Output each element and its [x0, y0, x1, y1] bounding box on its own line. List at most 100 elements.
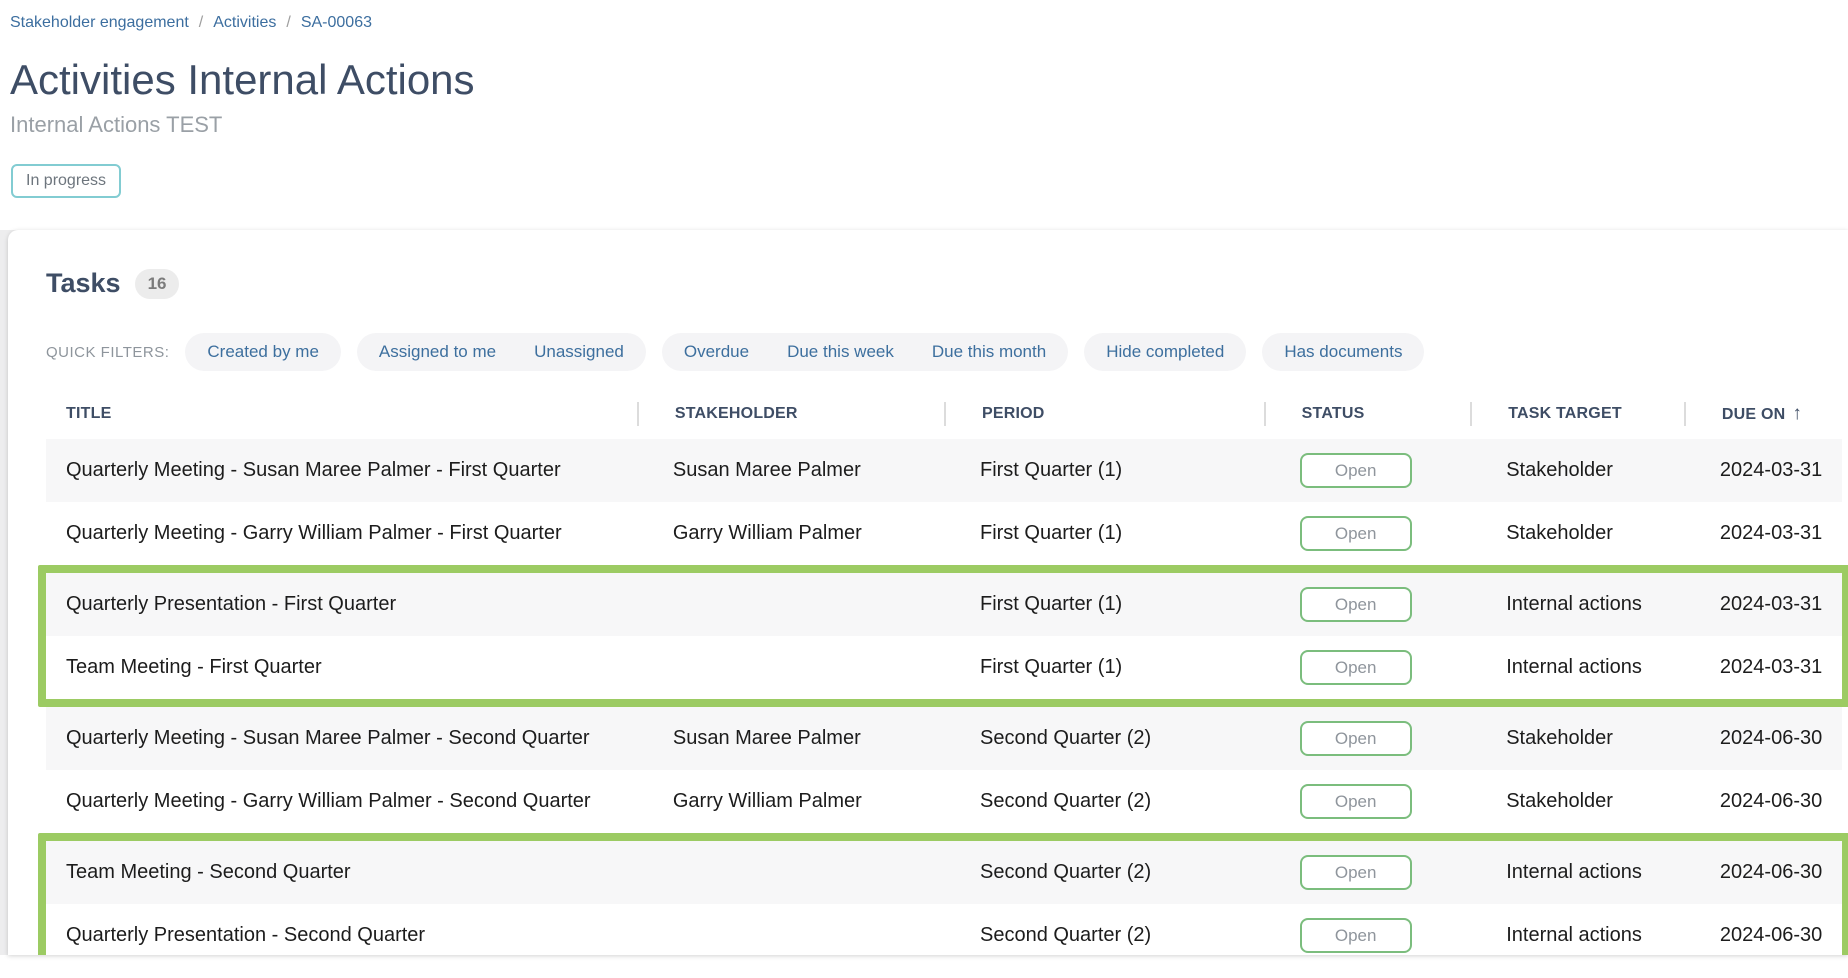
column-header-due-on-label: DUE ON — [1721, 406, 1786, 423]
task-target-cell: Stakeholder — [1506, 727, 1613, 749]
task-target-cell: Internal actions — [1506, 593, 1642, 615]
task-period-cell: Second Quarter (2) — [979, 790, 1152, 812]
filter-pill-due: Overdue Due this week Due this month — [661, 333, 1069, 371]
table-row[interactable]: Quarterly Meeting - Susan Maree Palmer -… — [46, 439, 1842, 502]
highlighted-rows-group: Team Meeting - Second Quarter Second Qua… — [38, 833, 1848, 955]
table-body: Quarterly Meeting - Susan Maree Palmer -… — [38, 439, 1848, 955]
task-target-cell: Stakeholder — [1506, 459, 1613, 481]
filter-has-documents[interactable]: Has documents — [1284, 342, 1403, 361]
task-period-cell: Second Quarter (2) — [979, 924, 1152, 946]
task-status-cell: Open — [1264, 650, 1471, 685]
filter-pill-hide-completed[interactable]: Hide completed — [1084, 333, 1247, 371]
tasks-table: TITLE STAKEHOLDER PERIOD STATUS TASK TAR… — [38, 401, 1848, 955]
column-header-status[interactable]: STATUS — [1263, 402, 1471, 426]
page-subtitle: Internal Actions TEST — [10, 112, 223, 137]
task-title-cell: Quarterly Presentation - Second Quarter — [66, 924, 426, 946]
quick-filters-row: QUICK FILTERS: Created by me Assigned to… — [8, 333, 1848, 371]
status-open-badge: Open — [1299, 516, 1412, 551]
task-due-date-cell: 2024-03-31 — [1719, 522, 1823, 544]
task-target-cell: Stakeholder — [1506, 790, 1613, 812]
breadcrumb-link-activities[interactable]: Activities — [213, 14, 277, 31]
status-open-badge: Open — [1299, 784, 1412, 819]
table-row[interactable]: Quarterly Meeting - Garry William Palmer… — [46, 770, 1842, 833]
page-title: Activities Internal Actions — [10, 56, 475, 103]
task-status-cell: Open — [1264, 587, 1471, 622]
task-status-cell: Open — [1264, 721, 1471, 756]
table-row[interactable]: Quarterly Meeting - Garry William Palmer… — [46, 502, 1842, 565]
column-header-title[interactable]: TITLE — [66, 405, 112, 422]
task-stakeholder-cell: Susan Maree Palmer — [672, 727, 861, 749]
filter-unassigned[interactable]: Unassigned — [534, 342, 624, 361]
breadcrumb-separator: / — [286, 14, 291, 31]
table-row[interactable]: Quarterly Presentation - First Quarter F… — [46, 573, 1842, 636]
quick-filters-label: QUICK FILTERS: — [46, 343, 170, 361]
task-stakeholder-cell: Susan Maree Palmer — [672, 459, 861, 481]
filter-created-by-me[interactable]: Created by me — [207, 342, 319, 361]
tasks-card-header: Tasks 16 — [8, 268, 1848, 299]
task-title-cell: Quarterly Meeting - Susan Maree Palmer -… — [66, 459, 561, 481]
task-due-date-cell: 2024-06-30 — [1719, 727, 1823, 749]
filter-assigned-to-me[interactable]: Assigned to me — [378, 342, 497, 361]
filter-due-this-week[interactable]: Due this week — [787, 342, 894, 361]
breadcrumb-link-stakeholder-engagement[interactable]: Stakeholder engagement — [10, 14, 189, 31]
task-period-cell: Second Quarter (2) — [979, 861, 1152, 883]
content-area: Tasks 16 QUICK FILTERS: Created by me As… — [0, 230, 1848, 955]
task-period-cell: First Quarter (1) — [979, 593, 1123, 615]
column-header-stakeholder[interactable]: STAKEHOLDER — [636, 402, 944, 426]
breadcrumb-separator: / — [198, 14, 204, 31]
task-period-cell: First Quarter (1) — [979, 656, 1123, 678]
task-period-cell: Second Quarter (2) — [979, 727, 1152, 749]
highlighted-rows-group: Quarterly Presentation - First Quarter F… — [38, 565, 1848, 707]
tasks-heading: Tasks — [46, 268, 121, 298]
task-status-cell: Open — [1264, 855, 1471, 890]
table-header-row: TITLE STAKEHOLDER PERIOD STATUS TASK TAR… — [46, 401, 1842, 427]
filter-due-this-month[interactable]: Due this month — [931, 342, 1047, 361]
page-header: Stakeholder engagement / Activities / SA… — [0, 0, 1848, 198]
task-due-date-cell: 2024-06-30 — [1719, 861, 1823, 883]
column-header-period[interactable]: PERIOD — [943, 402, 1264, 426]
task-target-cell: Internal actions — [1506, 861, 1642, 883]
filter-overdue[interactable]: Overdue — [683, 342, 750, 361]
task-title-cell: Quarterly Presentation - First Quarter — [66, 593, 397, 615]
status-open-badge: Open — [1299, 918, 1412, 953]
task-target-cell: Internal actions — [1506, 656, 1642, 678]
task-stakeholder-cell: Garry William Palmer — [672, 522, 862, 544]
task-due-date-cell: 2024-03-31 — [1719, 593, 1823, 615]
filter-pill-created-by-me[interactable]: Created by me — [185, 333, 341, 371]
table-row[interactable]: Team Meeting - First Quarter First Quart… — [46, 636, 1842, 699]
tasks-card: Tasks 16 QUICK FILTERS: Created by me As… — [8, 230, 1848, 955]
status-badge: In progress — [11, 164, 122, 198]
task-target-cell: Stakeholder — [1506, 522, 1613, 544]
task-title-cell: Quarterly Meeting - Susan Maree Palmer -… — [66, 727, 590, 749]
status-open-badge: Open — [1299, 855, 1412, 890]
task-period-cell: First Quarter (1) — [979, 522, 1123, 544]
sort-ascending-icon: ↑ — [1792, 403, 1803, 424]
table-row[interactable]: Quarterly Presentation - Second Quarter … — [46, 904, 1842, 955]
filter-pill-has-documents[interactable]: Has documents — [1262, 333, 1425, 371]
task-status-cell: Open — [1264, 453, 1471, 488]
task-due-date-cell: 2024-03-31 — [1719, 459, 1823, 481]
task-title-cell: Team Meeting - Second Quarter — [66, 861, 351, 883]
task-status-cell: Open — [1264, 918, 1471, 953]
column-header-task-target[interactable]: TASK TARGET — [1470, 402, 1684, 426]
task-title-cell: Quarterly Meeting - Garry William Palmer… — [66, 522, 562, 544]
task-title-cell: Quarterly Meeting - Garry William Palmer… — [66, 790, 591, 812]
status-open-badge: Open — [1299, 587, 1412, 622]
column-header-due-on[interactable]: DUE ON ↑ — [1683, 402, 1842, 426]
breadcrumb-link-sa-00063[interactable]: SA-00063 — [300, 14, 372, 31]
tasks-count-badge: 16 — [134, 268, 180, 299]
table-row[interactable]: Team Meeting - Second Quarter Second Qua… — [46, 841, 1842, 904]
table-row[interactable]: Quarterly Meeting - Susan Maree Palmer -… — [46, 707, 1842, 770]
task-status-cell: Open — [1264, 516, 1471, 551]
task-due-date-cell: 2024-03-31 — [1719, 656, 1823, 678]
status-open-badge: Open — [1299, 721, 1412, 756]
filter-pill-assignment: Assigned to me Unassigned — [356, 333, 646, 371]
task-target-cell: Internal actions — [1506, 924, 1642, 946]
task-status-cell: Open — [1264, 784, 1471, 819]
task-due-date-cell: 2024-06-30 — [1719, 924, 1823, 946]
task-stakeholder-cell: Garry William Palmer — [672, 790, 862, 812]
filter-hide-completed[interactable]: Hide completed — [1106, 342, 1225, 361]
status-open-badge: Open — [1299, 650, 1412, 685]
status-open-badge: Open — [1299, 453, 1412, 488]
task-period-cell: First Quarter (1) — [979, 459, 1123, 481]
